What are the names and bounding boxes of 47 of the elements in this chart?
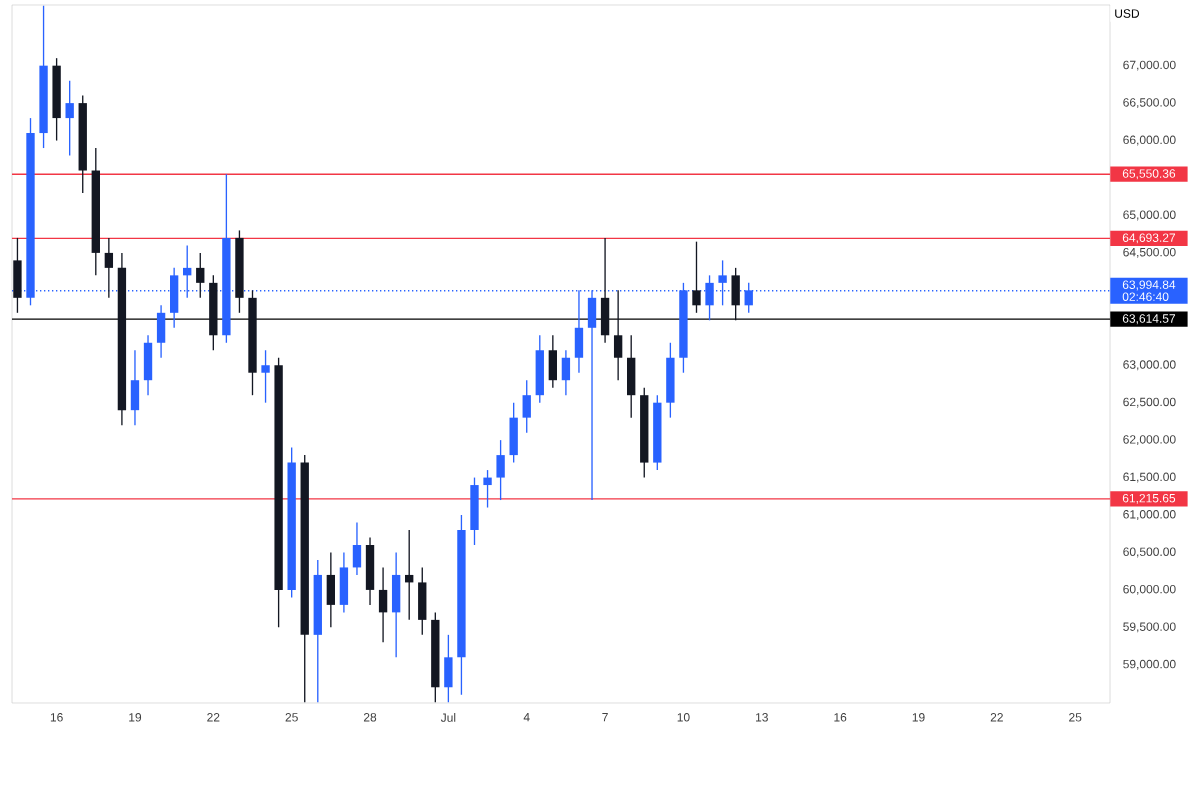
y-tick-label: 60,000.00 bbox=[1123, 584, 1176, 595]
y-tick-label: 61,500.00 bbox=[1123, 472, 1176, 483]
ref-line-label: 63,994.84 bbox=[1122, 280, 1176, 291]
ref-line-label: 63,614.57 bbox=[1122, 314, 1176, 325]
candlestick bbox=[378, 566, 388, 644]
text: 02:46:40 bbox=[1122, 292, 1169, 301]
candlestick bbox=[352, 521, 362, 576]
candlestick bbox=[261, 349, 270, 404]
x-tick-label: 25 bbox=[285, 713, 298, 722]
x-tick-label: 10 bbox=[677, 713, 690, 722]
ref-line-label: 64,693.27 bbox=[1122, 233, 1176, 244]
y-tick-label: 63,000.00 bbox=[1123, 360, 1176, 371]
y-tick-label: 67,000.00 bbox=[1123, 60, 1176, 71]
y-tick-label: 59,000.00 bbox=[1123, 659, 1176, 670]
x-tick-label: 19 bbox=[912, 713, 925, 722]
x-tick-label: 13 bbox=[756, 713, 768, 722]
x-tick-label: 19 bbox=[129, 713, 142, 722]
candlestick bbox=[196, 252, 205, 299]
y-tick-label: 62,500.00 bbox=[1123, 397, 1176, 408]
candlestick bbox=[65, 79, 74, 157]
x-tick-label: Jul bbox=[440, 713, 456, 722]
y-tick-label: 66,500.00 bbox=[1123, 98, 1176, 109]
y-tick-label: 65,000.00 bbox=[1123, 210, 1176, 221]
x-tick-label: 28 bbox=[363, 713, 377, 722]
y-tick-label: 59,500.00 bbox=[1123, 622, 1176, 633]
y-axis-title: USD bbox=[1115, 9, 1140, 18]
candlestick bbox=[522, 379, 531, 434]
x-tick-label: 22 bbox=[207, 713, 220, 722]
y-tick-label: 60,500.00 bbox=[1123, 547, 1176, 558]
x-tick-label: 16 bbox=[834, 713, 847, 722]
y-tick-label: 66,000.00 bbox=[1123, 135, 1176, 146]
candlestick bbox=[561, 349, 571, 396]
ref-line-label: 65,550.36 bbox=[1122, 169, 1176, 180]
candlestick bbox=[692, 240, 701, 314]
x-tick-label: 22 bbox=[990, 713, 1003, 722]
candlestick bbox=[104, 237, 114, 299]
y-tick-label: 61,000.00 bbox=[1123, 510, 1176, 520]
candlestick bbox=[496, 439, 505, 501]
x-tick-label: 7 bbox=[602, 713, 608, 722]
candlestick bbox=[613, 289, 623, 381]
y-tick-label: 64,500.00 bbox=[1123, 247, 1176, 258]
x-tick-label: 25 bbox=[1069, 713, 1082, 722]
ref-line-label: 61,215.65 bbox=[1122, 493, 1176, 504]
x-tick-label: 16 bbox=[50, 713, 63, 722]
x-tick-label: 4 bbox=[523, 713, 530, 722]
y-tick-label: 62,000.00 bbox=[1123, 435, 1176, 446]
candlestick bbox=[483, 469, 492, 509]
